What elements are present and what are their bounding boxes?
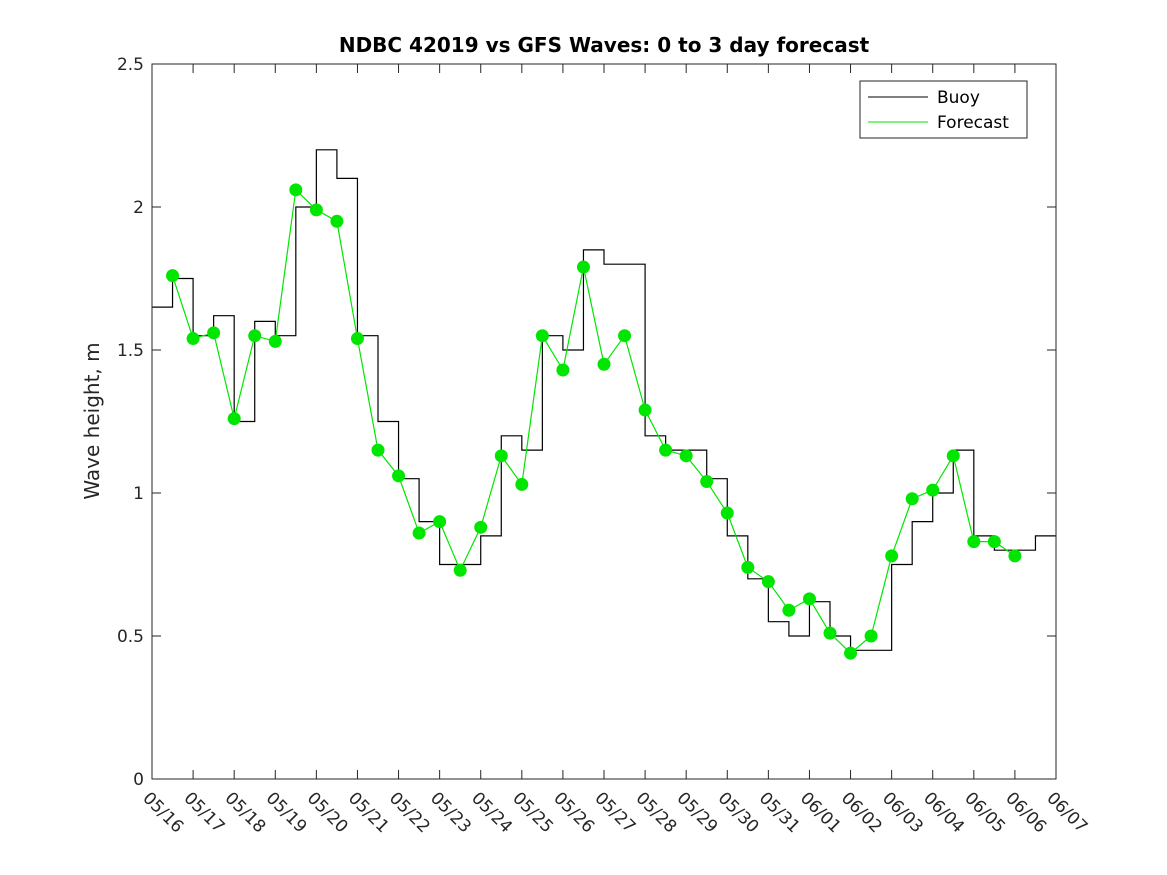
forecast-point [515,477,529,491]
x-tick-label: 06/02 [837,788,886,837]
x-tick-label: 05/27 [590,788,639,837]
x-tick-label: 05/22 [385,788,434,837]
forecast-point [576,260,590,274]
x-tick-label: 05/26 [549,788,598,837]
forecast-point [761,575,775,589]
y-axis: 0 0.5 1 1.5 2 2.5 [117,55,1056,790]
forecast-point [535,329,549,343]
forecast-point [166,269,180,283]
x-tick-label: 06/06 [1001,788,1050,837]
forecast-point [186,332,200,346]
forecast-point [330,214,344,228]
forecast-point [556,363,570,377]
series-buoy-line [152,149,1056,651]
x-tick-label: 05/18 [221,788,270,837]
forecast-point [309,203,323,217]
forecast-point [741,560,755,574]
forecast-point [679,449,693,463]
plot-area [151,63,1057,780]
forecast-point [967,535,981,549]
x-tick-label: 06/04 [919,788,968,837]
forecast-point [700,475,714,489]
x-tick-label: 06/05 [960,788,1009,837]
forecast-point [433,515,447,529]
x-tick-label: 05/23 [426,788,475,837]
forecast-point [864,629,878,643]
forecast-point [823,626,837,640]
forecast-point [371,443,385,457]
x-tick-label: 06/01 [796,788,845,837]
forecast-point [350,332,364,346]
forecast-point [392,469,406,483]
x-tick-label: 05/25 [508,788,557,837]
y-axis-label: Wave height, m [80,342,104,499]
x-tick-label: 05/19 [262,788,311,837]
x-tick-label: 05/16 [138,788,187,837]
plot-frame [151,63,1057,780]
legend-buoy-label: Buoy [937,88,980,108]
forecast-point [412,526,426,540]
forecast-point [597,357,611,371]
chart-title: NDBC 42019 vs GFS Waves: 0 to 3 day fore… [339,33,870,57]
y-tick-label: 1 [133,484,144,504]
y-tick-label: 2 [133,198,144,218]
forecast-point [494,449,508,463]
x-tick-label: 05/24 [467,788,516,837]
y-tick-label: 1.5 [117,341,144,361]
forecast-point [227,412,241,426]
forecast-point [946,449,960,463]
legend-forecast-label: Forecast [937,113,1009,133]
x-tick-label: 05/20 [303,788,352,837]
forecast-point [638,403,652,417]
forecast-point [207,326,221,340]
x-tick-label: 05/29 [673,788,722,837]
forecast-point [289,183,303,197]
x-tick-label: 05/21 [344,788,393,837]
forecast-point [474,520,488,534]
x-tick-label: 05/31 [755,788,804,837]
y-tick-label: 0 [133,770,144,790]
y-tick-label: 0.5 [117,627,144,647]
forecast-point [268,334,282,348]
forecast-point [885,549,899,563]
forecast-point [926,483,940,497]
forecast-point [987,535,1001,549]
forecast-point [248,329,262,343]
x-tick-label: 06/03 [878,788,927,837]
x-tick-label: 05/17 [180,788,229,837]
forecast-point [905,492,919,506]
forecast-point [618,329,632,343]
forecast-point [1008,549,1022,563]
forecast-point [844,646,858,660]
forecast-point [659,443,673,457]
forecast-point [453,563,467,577]
x-tick-label: 06/07 [1042,788,1091,837]
forecast-point [782,603,796,617]
forecast-point [802,592,816,606]
legend: Buoy Forecast [859,80,1028,139]
y-tick-label: 2.5 [117,55,144,75]
x-tick-label: 05/28 [632,788,681,837]
forecast-point [720,506,734,520]
x-tick-label: 05/30 [714,788,763,837]
legend-box [859,80,1028,139]
